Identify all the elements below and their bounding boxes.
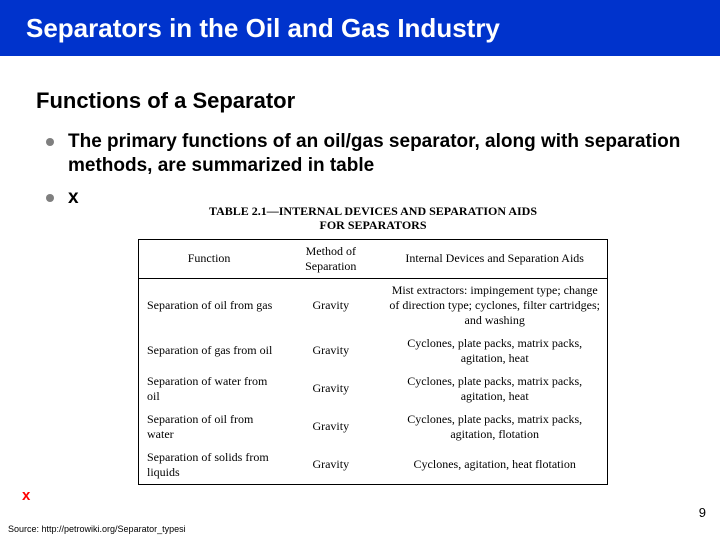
table-title-line1: TABLE 2.1—INTERNAL DEVICES AND SEPARATIO… xyxy=(209,204,537,218)
title-bar: Separators in the Oil and Gas Industry xyxy=(0,0,720,56)
table-cell: Separation of oil from water xyxy=(139,408,280,446)
table-cell: Gravity xyxy=(279,278,382,332)
list-item: The primary functions of an oil/gas sepa… xyxy=(46,130,690,178)
bullet-text: x xyxy=(68,186,79,210)
footer-x-mark: x xyxy=(22,487,30,504)
table-row: Separation of oil from water Gravity Cyc… xyxy=(139,408,608,446)
table-cell: Separation of solids from liquids xyxy=(139,446,280,485)
table-cell: Gravity xyxy=(279,446,382,485)
table-row: Separation of oil from gas Gravity Mist … xyxy=(139,278,608,332)
table-header-row: Function Method of Separation Internal D… xyxy=(139,239,608,278)
table-row: Separation of solids from liquids Gravit… xyxy=(139,446,608,485)
table-cell: Mist extractors: impingement type; chang… xyxy=(382,278,607,332)
slide: Separators in the Oil and Gas Industry F… xyxy=(0,0,720,540)
table-cell: Separation of water from oil xyxy=(139,370,280,408)
table-row: Separation of water from oil Gravity Cyc… xyxy=(139,370,608,408)
table-header: Function xyxy=(139,239,280,278)
separator-table: Function Method of Separation Internal D… xyxy=(138,239,608,485)
table-cell: Cyclones, plate packs, matrix packs, agi… xyxy=(382,370,607,408)
table-header: Internal Devices and Separation Aids xyxy=(382,239,607,278)
table-title-line2: FOR SEPARATORS xyxy=(319,218,426,232)
table-cell: Gravity xyxy=(279,408,382,446)
table-cell: Separation of oil from gas xyxy=(139,278,280,332)
table-figure: TABLE 2.1—INTERNAL DEVICES AND SEPARATIO… xyxy=(138,204,608,485)
table-cell: Cyclones, agitation, heat flotation xyxy=(382,446,607,485)
source-citation: Source: http://petrowiki.org/Separator_t… xyxy=(8,524,186,534)
slide-title: Separators in the Oil and Gas Industry xyxy=(26,13,500,44)
table-cell: Gravity xyxy=(279,332,382,370)
table-header: Method of Separation xyxy=(279,239,382,278)
table-row: Separation of gas from oil Gravity Cyclo… xyxy=(139,332,608,370)
bullet-icon xyxy=(46,194,54,202)
table-cell: Gravity xyxy=(279,370,382,408)
bullet-icon xyxy=(46,138,54,146)
page-number: 9 xyxy=(699,505,706,520)
table-cell: Cyclones, plate packs, matrix packs, agi… xyxy=(382,408,607,446)
bullet-text: The primary functions of an oil/gas sepa… xyxy=(68,130,690,178)
table-cell: Cyclones, plate packs, matrix packs, agi… xyxy=(382,332,607,370)
table-cell: Separation of gas from oil xyxy=(139,332,280,370)
slide-subtitle: Functions of a Separator xyxy=(36,88,295,114)
table-title: TABLE 2.1—INTERNAL DEVICES AND SEPARATIO… xyxy=(138,204,608,233)
